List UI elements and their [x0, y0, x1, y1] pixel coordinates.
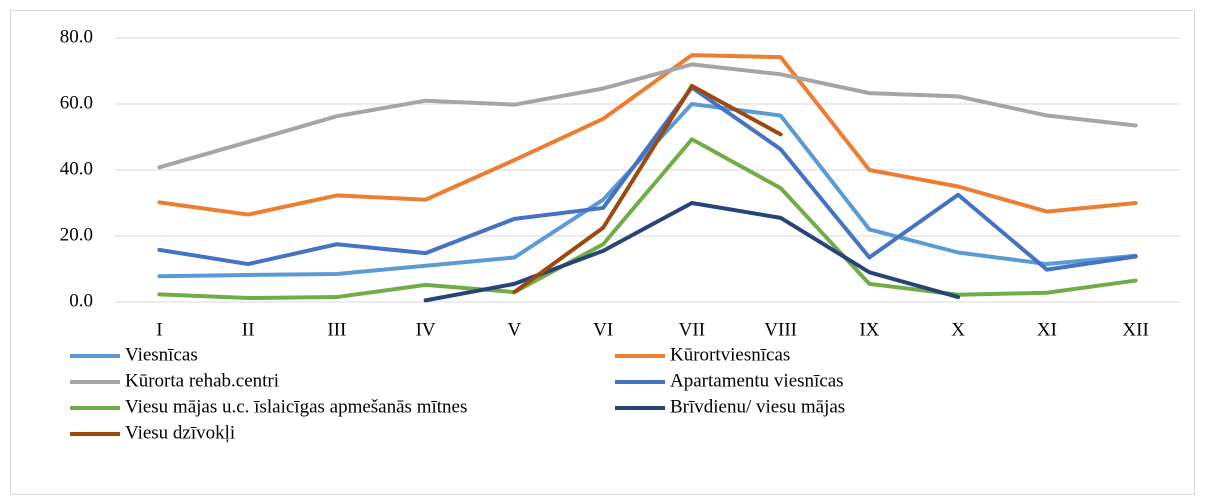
x-tick-label: II	[242, 319, 255, 340]
y-tick-label: 60.0	[60, 92, 93, 113]
series-line	[157, 137, 1138, 301]
x-tick-label: V	[508, 319, 522, 340]
series-line	[157, 85, 1138, 272]
x-tick-label: III	[327, 319, 346, 340]
series-line	[157, 102, 1138, 279]
x-tick-label: VI	[593, 319, 613, 340]
x-tick-label: XI	[1037, 319, 1057, 340]
legend-label: Apartamentu viesnīcas	[670, 370, 844, 391]
x-tick-label: I	[156, 319, 162, 340]
series-line	[157, 62, 1138, 170]
x-tick-label: VII	[679, 319, 705, 340]
y-tick-label: 80.0	[60, 26, 93, 47]
legend-label: Viesu mājas u.c. īslaicīgas apmešanās mī…	[125, 396, 467, 417]
legend-label: Viesnīcas	[125, 344, 198, 365]
y-tick-label: 0.0	[69, 290, 93, 311]
legend-label: Kūrortviesnīcas	[670, 344, 790, 365]
x-tick-label: VIII	[764, 319, 797, 340]
x-tick-label: IV	[416, 319, 436, 340]
y-tick-label: 20.0	[60, 224, 93, 245]
legend-label: Kūrorta rehab.centri	[125, 370, 279, 391]
x-tick-label: IX	[859, 319, 879, 340]
series-line	[157, 53, 1138, 217]
series-line	[512, 83, 783, 295]
x-tick-label: X	[951, 319, 965, 340]
y-tick-label: 40.0	[60, 158, 93, 179]
legend-label: Viesu dzīvokļi	[125, 422, 235, 443]
series-line	[423, 201, 961, 303]
x-tick-label: XII	[1122, 319, 1148, 340]
legend-label: Brīvdienu/ viesu mājas	[670, 396, 845, 417]
